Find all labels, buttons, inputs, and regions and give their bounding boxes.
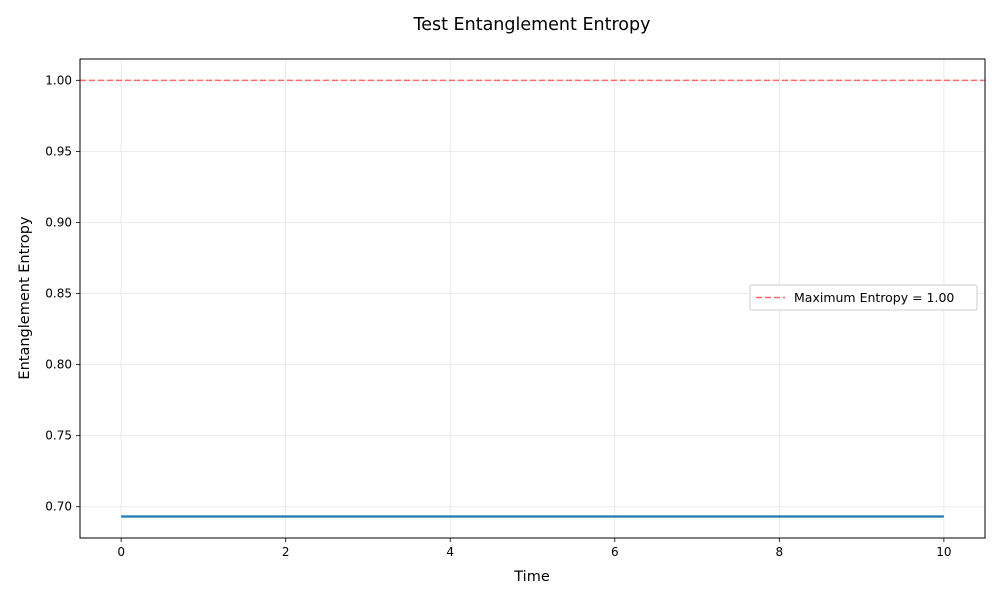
x-ticks: 0 2 4 6 8 10 xyxy=(117,538,952,559)
y-tick-label: 0.70 xyxy=(45,500,72,514)
y-tick-label: 0.75 xyxy=(45,429,72,443)
y-ticks: 0.70 0.75 0.80 0.85 0.90 0.95 1.00 xyxy=(45,73,80,514)
x-tick-label: 10 xyxy=(936,545,951,559)
legend-box xyxy=(749,284,978,311)
chart-title: Test Entanglement Entropy xyxy=(413,15,651,35)
legend-label-maximum-entropy: Maximum Entropy = 1.00 xyxy=(794,290,954,305)
y-tick-label: 0.80 xyxy=(45,358,72,372)
y-axis-title: Entanglement Entropy xyxy=(17,216,33,380)
x-tick-label: 6 xyxy=(611,545,619,559)
plot-marks xyxy=(80,79,985,518)
x-tick-label: 8 xyxy=(775,545,783,559)
y-tick-label: 1.00 xyxy=(45,73,72,87)
x-tick-label: 0 xyxy=(117,545,125,559)
y-tick-label: 0.85 xyxy=(45,287,72,301)
x-tick-label: 2 xyxy=(282,545,290,559)
y-tick-label: 0.90 xyxy=(45,215,72,229)
y-tick-label: 0.95 xyxy=(45,144,72,158)
x-axis-title: Time xyxy=(513,569,550,585)
x-tick-label: 4 xyxy=(446,545,454,559)
legend: Maximum Entropy = 1.00 xyxy=(749,284,978,311)
plot-frame xyxy=(79,58,986,539)
